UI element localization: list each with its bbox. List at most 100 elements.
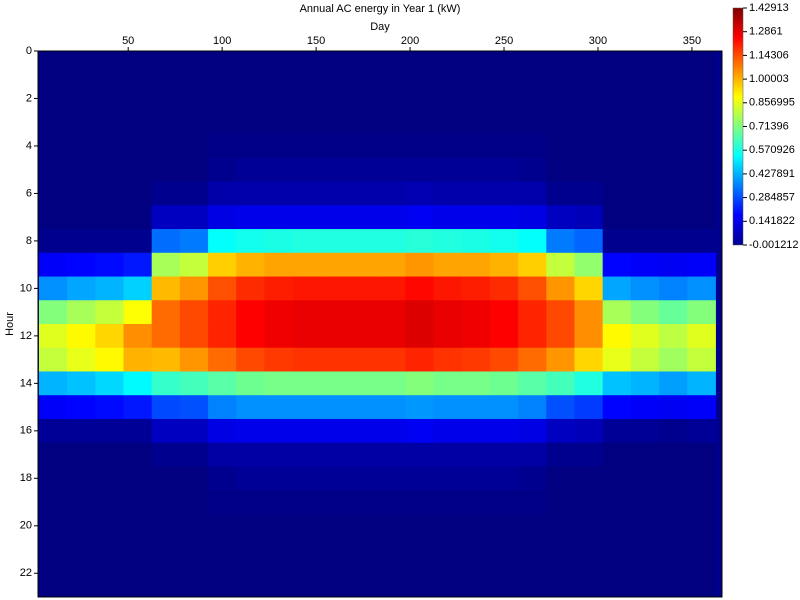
heatmap-cell — [659, 324, 688, 349]
heatmap-cell — [377, 537, 406, 562]
heatmap-cell — [67, 395, 96, 420]
heatmap-cell — [489, 466, 519, 491]
heatmap-cell — [264, 466, 294, 491]
heatmap-cell — [377, 395, 406, 420]
heatmap-cell — [320, 276, 350, 301]
heatmap-cell — [687, 466, 716, 491]
heatmap-cell — [236, 418, 265, 444]
heatmap-cell — [236, 561, 265, 586]
heatmap-cell — [489, 300, 519, 325]
heatmap-cell — [123, 561, 153, 586]
heatmap-cell — [292, 205, 322, 230]
heatmap-cell — [236, 181, 265, 206]
heatmap-cell — [377, 134, 406, 159]
heatmap-cell — [179, 181, 209, 206]
heatmap-cell — [377, 110, 406, 135]
heatmap-cell — [264, 347, 294, 372]
heatmap-cell — [208, 300, 237, 325]
heatmap-cell — [518, 466, 547, 491]
heatmap-cell — [461, 537, 491, 562]
heatmap-cell — [38, 395, 68, 420]
heatmap-cell — [95, 537, 124, 562]
heatmap-cell — [574, 324, 604, 349]
heatmap-cell — [489, 561, 519, 586]
heatmap-cell — [377, 324, 406, 349]
heatmap-cell — [320, 252, 350, 278]
heatmap-cell — [348, 395, 378, 420]
heatmap-cell — [123, 229, 153, 254]
heatmap-cell — [659, 134, 688, 159]
heatmap-cell — [518, 229, 547, 254]
heatmap-cell — [348, 157, 378, 183]
heatmap-cell — [292, 62, 322, 88]
heatmap-cell — [38, 51, 68, 64]
heatmap-cell — [151, 252, 181, 278]
heatmap-cell — [348, 418, 378, 444]
heatmap-cell — [377, 466, 406, 491]
heatmap-cell — [151, 276, 181, 301]
heatmap-cell — [574, 395, 604, 420]
heatmap-cell — [433, 134, 463, 159]
heatmap-cell — [659, 537, 688, 562]
heatmap-cell — [630, 62, 660, 88]
heatmap-cell — [236, 157, 265, 183]
heatmap-cell — [292, 347, 322, 372]
heatmap-cell — [151, 466, 181, 491]
heatmap-cell — [602, 466, 632, 491]
heatmap-cell — [602, 229, 632, 254]
heatmap-cell — [546, 157, 575, 183]
heatmap-cell — [151, 181, 181, 206]
heatmap-cell — [602, 537, 632, 562]
heatmap-cell — [659, 157, 688, 183]
heatmap-cell — [179, 371, 209, 396]
heatmap-cell — [405, 51, 435, 64]
heatmap-cell — [602, 205, 632, 230]
heatmap-cell — [659, 585, 688, 597]
heatmap-cell — [489, 442, 519, 467]
heatmap-cell — [518, 537, 547, 562]
heatmap-cell — [236, 324, 265, 349]
heatmap-cell — [67, 110, 96, 135]
heatmap-cell — [320, 324, 350, 349]
heatmap-cell — [546, 62, 575, 88]
heatmap-cell — [292, 395, 322, 420]
heatmap-cell — [602, 490, 632, 515]
heatmap-cell — [179, 490, 209, 515]
colorbar — [732, 7, 744, 246]
y-tick-label: 12 — [20, 330, 32, 342]
heatmap-cell — [179, 466, 209, 491]
heatmap-cell — [405, 395, 435, 420]
heatmap-cell — [208, 513, 237, 539]
heatmap-cell — [123, 347, 153, 372]
heatmap-cell — [67, 324, 96, 349]
heatmap-cell — [574, 537, 604, 562]
heatmap-cell — [546, 585, 575, 597]
heatmap-cell — [348, 347, 378, 372]
heatmap-cell — [687, 418, 716, 444]
heatmap-cell — [208, 276, 237, 301]
heatmap-cell — [489, 395, 519, 420]
heatmap-cell — [67, 205, 96, 230]
heatmap-cell — [659, 466, 688, 491]
heatmap-cell — [461, 324, 491, 349]
heatmap-cell — [574, 561, 604, 586]
heatmap-cell — [123, 205, 153, 230]
heatmap-cell — [405, 86, 435, 111]
heatmap-cell — [208, 537, 237, 562]
heatmap-cell — [292, 537, 322, 562]
heatmap-cell — [461, 205, 491, 230]
y-tick-label: 20 — [20, 520, 32, 532]
heatmap-cell — [208, 395, 237, 420]
y-tick-label: 4 — [26, 140, 32, 152]
heatmap-cell — [123, 86, 153, 111]
heatmap-cell — [348, 110, 378, 135]
heatmap-cell — [264, 513, 294, 539]
heatmap-cell — [151, 62, 181, 88]
heatmap-cell — [433, 300, 463, 325]
heatmap-cell — [433, 157, 463, 183]
x-tick-label: 200 — [401, 35, 419, 47]
heatmap-cell — [518, 561, 547, 586]
heatmap-cell — [687, 276, 716, 301]
heatmap-cell — [405, 490, 435, 515]
heatmap-cell — [264, 62, 294, 88]
